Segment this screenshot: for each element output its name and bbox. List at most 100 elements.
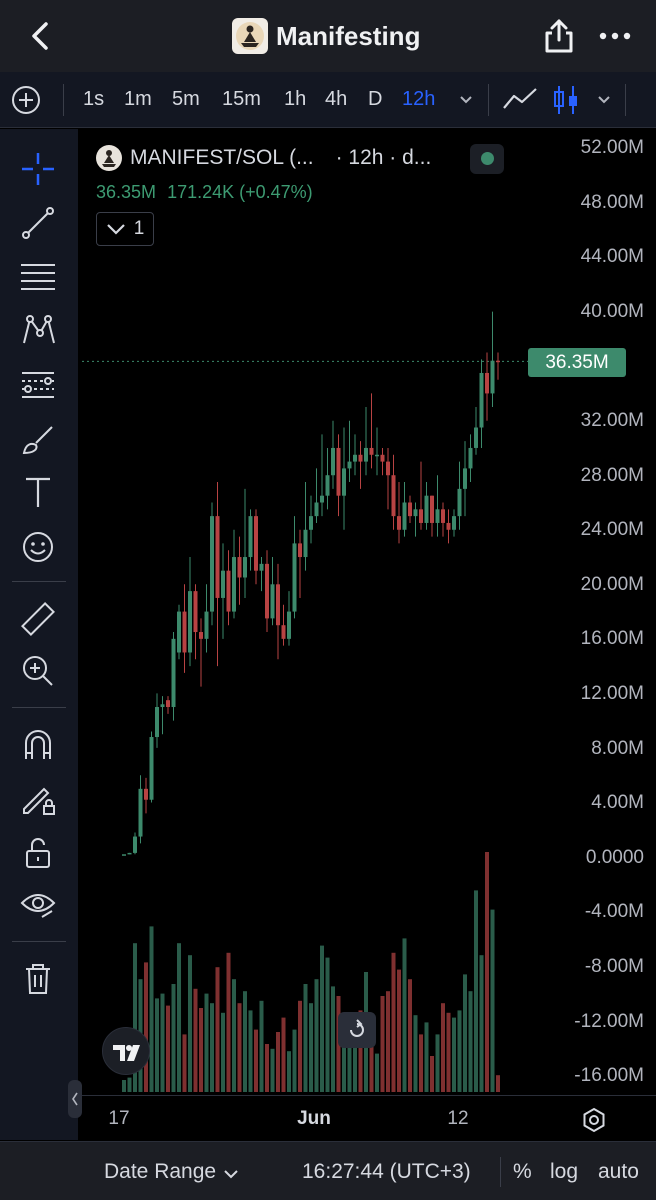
candle: [215, 482, 220, 667]
candle-body: [380, 454, 385, 462]
timeframe-5m[interactable]: 5m: [172, 88, 200, 110]
candle: [358, 441, 363, 489]
volume-bar: [133, 943, 137, 1092]
timeframe-1m[interactable]: 1m: [124, 88, 152, 110]
gear-icon[interactable]: [580, 1106, 608, 1134]
candle: [226, 550, 231, 626]
indicators-toggle-button[interactable]: 1: [96, 212, 154, 246]
trash-icon[interactable]: [18, 959, 58, 999]
volume-bar: [237, 1003, 242, 1092]
indicators-count: 1: [133, 218, 145, 239]
candle: [237, 536, 242, 605]
candle-body: [221, 570, 225, 598]
xaxis-label: 17: [108, 1108, 130, 1129]
price-axis[interactable]: 52.00M 48.00M 44.00M 40.00M 32.00M 28.00M 24.0…: [530, 129, 656, 1095]
candle-body: [133, 836, 137, 853]
candle-body: [342, 468, 346, 496]
yaxis-label: 48.00M: [580, 191, 644, 213]
volume-bar: [347, 1017, 352, 1092]
zoom-in-icon[interactable]: [18, 651, 58, 691]
candle: [325, 447, 330, 510]
candle-body: [309, 516, 313, 530]
volume-bar: [259, 1000, 264, 1092]
yaxis-label: -16.00M: [574, 1065, 644, 1087]
forecast-icon[interactable]: [18, 365, 58, 405]
lock-drawing-icon[interactable]: [18, 779, 58, 819]
time-axis[interactable]: 17 Jun 12: [82, 1095, 656, 1141]
drawing-toolbar: [0, 129, 78, 1140]
timeframe-15m[interactable]: 15m: [222, 88, 261, 110]
percent-toggle[interactable]: %: [513, 1160, 532, 1183]
more-horizontal-icon[interactable]: [598, 30, 632, 42]
candle: [369, 393, 374, 469]
date-range-button[interactable]: Date Range: [104, 1160, 217, 1183]
auto-toggle[interactable]: auto: [598, 1160, 639, 1183]
volume-bar: [474, 890, 478, 1092]
candle: [127, 852, 132, 855]
add-circle-icon[interactable]: [11, 85, 41, 115]
candle: [331, 420, 335, 489]
pattern-icon[interactable]: [18, 311, 58, 351]
candle: [155, 693, 159, 748]
volume-bar: [204, 993, 209, 1092]
text-tool-icon[interactable]: [18, 473, 58, 513]
candle: [474, 407, 478, 455]
candle: [232, 529, 236, 619]
chevron-left-icon[interactable]: [26, 20, 54, 52]
candle: [496, 352, 500, 380]
yaxis-label: 0.0000: [585, 846, 644, 868]
candle-body: [314, 502, 319, 517]
candle: [408, 495, 412, 523]
market-status[interactable]: [470, 144, 504, 174]
candles-chart-type-icon[interactable]: [552, 84, 580, 116]
volume-bar: [166, 1005, 170, 1092]
trend-line-icon[interactable]: [18, 203, 58, 243]
candle-body: [248, 516, 253, 558]
candle: [463, 441, 467, 517]
timeframe-4h[interactable]: 4h: [325, 88, 348, 110]
candle: [149, 731, 154, 803]
eye-icon[interactable]: [18, 885, 58, 925]
price-chart[interactable]: [82, 137, 530, 1095]
timeframe-d[interactable]: D: [368, 88, 383, 110]
chevron-down-icon[interactable]: [460, 96, 472, 104]
yaxis-label: 8.00M: [591, 737, 644, 759]
fib-retracement-icon[interactable]: [18, 257, 58, 297]
tradingview-logo[interactable]: [102, 1027, 150, 1075]
crosshair-icon[interactable]: [18, 149, 58, 189]
candle: [182, 584, 187, 673]
unlock-icon[interactable]: [18, 833, 58, 873]
chart-legend[interactable]: MANIFEST/SOL (... · 12h · d...: [96, 145, 431, 171]
volume-bar: [353, 1027, 357, 1092]
timeframe-1s[interactable]: 1s: [83, 88, 105, 110]
magnet-icon[interactable]: [18, 725, 58, 765]
candle-body: [265, 563, 269, 619]
timeframe-12h[interactable]: 12h: [402, 88, 436, 110]
emoji-icon[interactable]: [18, 527, 58, 567]
volume-bar: [281, 1017, 286, 1092]
log-toggle[interactable]: log: [550, 1160, 579, 1183]
collapse-toolbar-handle[interactable]: [68, 1080, 82, 1118]
line-chart-type-icon[interactable]: [502, 86, 538, 112]
reset-chart-button[interactable]: [338, 1012, 376, 1048]
brush-icon[interactable]: [18, 419, 58, 459]
share-icon[interactable]: [542, 18, 576, 54]
candle-body: [243, 557, 247, 578]
yaxis-label: 52.00M: [580, 137, 644, 158]
yaxis-label: 16.00M: [580, 628, 644, 650]
candle-body: [369, 447, 374, 455]
candle: [254, 509, 258, 585]
candle-body: [188, 591, 192, 653]
volume-bar: [331, 986, 335, 1092]
divider: [488, 84, 489, 116]
timeframe-1h[interactable]: 1h: [284, 88, 307, 110]
volume-bar: [419, 1034, 423, 1092]
chevron-down-icon[interactable]: [598, 96, 610, 104]
clock-label[interactable]: 16:27:44 (UTC+3): [302, 1160, 471, 1183]
ruler-icon[interactable]: [18, 599, 58, 639]
yaxis-label: 40.00M: [580, 300, 644, 322]
volume-bar: [457, 1010, 462, 1092]
volume-bar: [127, 1077, 132, 1092]
volume-bar: [380, 996, 385, 1092]
candle: [397, 482, 401, 544]
